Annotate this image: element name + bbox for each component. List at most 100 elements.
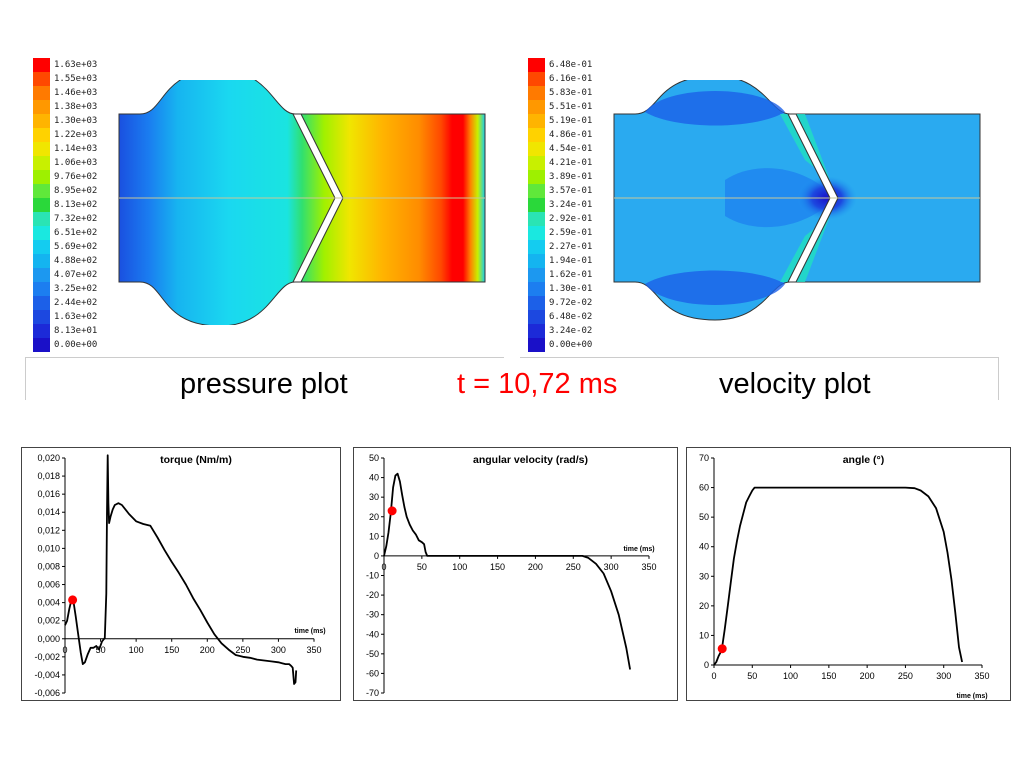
pressure-legend-swatch — [33, 310, 50, 324]
x-tick-label: 300 — [936, 671, 951, 681]
y-tick-label: 20 — [369, 512, 379, 522]
y-tick-label: 0,020 — [37, 453, 60, 463]
pressure-legend-label: 2.44e+02 — [54, 298, 98, 308]
pressure-legend-label: 3.25e+02 — [54, 284, 98, 294]
y-tick-label: 60 — [699, 483, 709, 493]
y-tick-label: -0,006 — [34, 688, 60, 698]
y-tick-label: 0,000 — [37, 634, 60, 644]
velocity-legend-swatch — [528, 114, 545, 128]
x-tick-label: 150 — [164, 645, 179, 655]
velocity-legend-row: 5.83e-01 — [528, 86, 648, 100]
pressure-legend-label: 1.22e+03 — [54, 130, 98, 140]
y-tick-label: 0,016 — [37, 489, 60, 499]
x-tick-label: 350 — [306, 645, 321, 655]
x-tick-label: 350 — [974, 671, 989, 681]
time-marker — [387, 506, 397, 516]
pressure-legend-row: 4.88e+02 — [33, 254, 153, 268]
velocity-legend-row: 9.72e-02 — [528, 296, 648, 310]
velocity-legend-label: 3.24e-02 — [549, 326, 593, 336]
velocity-legend-row: 3.89e-01 — [528, 170, 648, 184]
pressure-legend-swatch — [33, 268, 50, 282]
y-tick-label: 40 — [699, 542, 709, 552]
velocity-legend-label: 4.21e-01 — [549, 158, 593, 168]
pressure-legend-label: 8.13e+01 — [54, 326, 98, 336]
x-tick-label: 250 — [566, 562, 581, 572]
x-tick-label: 250 — [235, 645, 250, 655]
velocity-plot-caption: velocity plot — [719, 368, 871, 400]
pressure-legend-swatch — [33, 86, 50, 100]
angular-velocity-chart-title: angular velocity (rad/s) — [473, 454, 588, 466]
y-tick-label: -10 — [366, 571, 379, 581]
velocity-legend-row: 5.51e-01 — [528, 100, 648, 114]
pressure-legend-swatch — [33, 198, 50, 212]
pressure-legend-swatch — [33, 58, 50, 72]
velocity-legend-label: 6.48e-01 — [549, 60, 593, 70]
velocity-legend-row: 6.48e-02 — [528, 310, 648, 324]
velocity-legend-swatch — [528, 156, 545, 170]
angular-velocity-chart: angular velocity (rad/s) 50 40 30 20 10 0 -10-… — [353, 447, 678, 701]
time-caption: t = 10,72 ms — [457, 368, 618, 400]
pressure-legend-label: 1.55e+03 — [54, 74, 98, 84]
pressure-legend-row: 1.55e+03 — [33, 72, 153, 86]
velocity-legend-label: 6.48e-02 — [549, 312, 593, 322]
x-tick-label: 0 — [711, 671, 716, 681]
velocity-legend-label: 0.00e+00 — [549, 340, 593, 350]
pressure-legend-swatch — [33, 254, 50, 268]
velocity-legend-label: 5.19e-01 — [549, 116, 593, 126]
y-tick-label: -0,004 — [34, 670, 60, 680]
velocity-legend-label: 1.94e-01 — [549, 256, 593, 266]
pressure-legend-label: 1.38e+03 — [54, 102, 98, 112]
pressure-contour-plot — [118, 80, 486, 325]
time-marker — [68, 595, 78, 605]
pressure-legend-swatch — [33, 156, 50, 170]
series-line — [383, 472, 631, 670]
x-tick-label: 250 — [898, 671, 913, 681]
y-tick-label: 0,006 — [37, 580, 60, 590]
y-tick-label: -30 — [366, 610, 379, 620]
velocity-legend-label: 2.92e-01 — [549, 214, 593, 224]
velocity-legend-swatch — [528, 72, 545, 86]
velocity-legend-swatch — [528, 184, 545, 198]
velocity-legend: 6.48e-01 6.16e-01 5.83e-01 5.51e-01 5.19e-01… — [528, 58, 648, 352]
y-tick-label: 0 — [374, 551, 379, 561]
velocity-legend-label: 4.54e-01 — [549, 144, 593, 154]
y-tick-label: -50 — [366, 649, 379, 659]
pressure-plot-caption: pressure plot — [180, 368, 348, 400]
y-tick-label: 40 — [369, 473, 379, 483]
y-tick-label: 0,018 — [37, 471, 60, 481]
velocity-legend-label: 4.86e-01 — [549, 130, 593, 140]
pressure-legend: 1.63e+03 1.55e+03 1.46e+03 1.38e+03 1.30e+03… — [33, 58, 153, 352]
pressure-legend-row: 5.69e+02 — [33, 240, 153, 254]
series-line — [713, 486, 963, 666]
pressure-legend-row: 8.13e+01 — [33, 324, 153, 338]
pressure-legend-row: 4.07e+02 — [33, 268, 153, 282]
velocity-legend-row: 3.24e-02 — [528, 324, 648, 338]
x-tick-label: 50 — [417, 562, 427, 572]
pressure-legend-label: 8.13e+02 — [54, 200, 98, 210]
velocity-legend-swatch — [528, 310, 545, 324]
x-tick-label: 200 — [528, 562, 543, 572]
pressure-legend-swatch — [33, 226, 50, 240]
y-tick-label: 10 — [699, 630, 709, 640]
pressure-legend-row: 6.51e+02 — [33, 226, 153, 240]
pressure-legend-row: 9.76e+02 — [33, 170, 153, 184]
y-tick-label: -40 — [366, 629, 379, 639]
pressure-legend-label: 1.46e+03 — [54, 88, 98, 98]
y-tick-label: -0,002 — [34, 652, 60, 662]
velocity-legend-row: 4.86e-01 — [528, 128, 648, 142]
x-tick-label: 350 — [641, 562, 656, 572]
pressure-legend-label: 1.63e+02 — [54, 312, 98, 322]
velocity-legend-swatch — [528, 324, 545, 338]
y-tick-label: 0,014 — [37, 507, 60, 517]
pressure-legend-swatch — [33, 324, 50, 338]
velocity-legend-row: 2.59e-01 — [528, 226, 648, 240]
velocity-legend-swatch — [528, 268, 545, 282]
velocity-legend-label: 2.59e-01 — [549, 228, 593, 238]
pressure-legend-row: 2.44e+02 — [33, 296, 153, 310]
velocity-legend-row: 3.24e-01 — [528, 198, 648, 212]
y-tick-label: 50 — [369, 453, 379, 463]
velocity-legend-swatch — [528, 86, 545, 100]
velocity-legend-swatch — [528, 198, 545, 212]
y-tick-label: -70 — [366, 688, 379, 698]
